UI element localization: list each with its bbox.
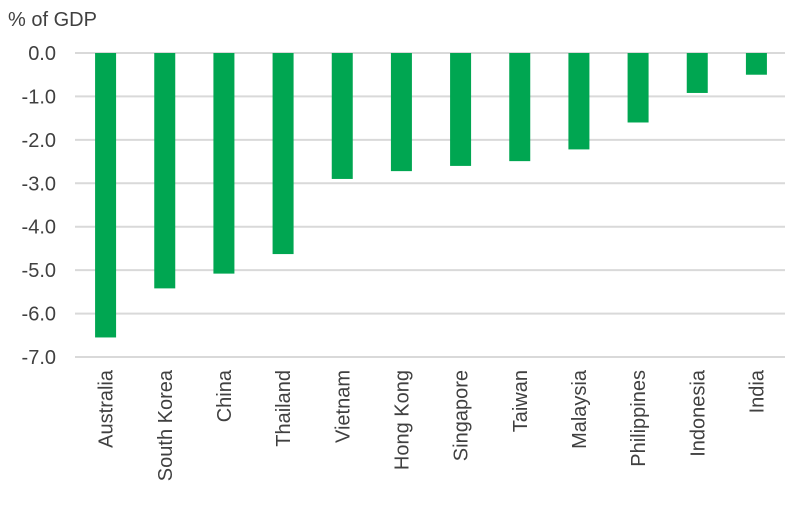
bar-taiwan: [509, 53, 531, 162]
x-category-label: Malaysia: [569, 369, 591, 449]
y-axis-ticks: 0.0 -1.0 -2.0 -3.0 -4.0 -5.0 -6.0 -7.0: [22, 43, 56, 369]
x-category-label: Philippines: [628, 370, 650, 467]
y-tick-label: -6.0: [22, 304, 56, 326]
x-category-label: Australia: [96, 369, 118, 448]
x-category-label: Singapore: [451, 370, 473, 461]
y-tick-label: -1.0: [22, 86, 56, 108]
bar-china: [213, 53, 235, 274]
y-tick-label: -5.0: [22, 260, 56, 282]
bar-vietnam: [331, 53, 353, 179]
y-tick-label: -7.0: [22, 347, 56, 369]
y-tick-label: 0.0: [28, 43, 56, 65]
x-category-label: China: [214, 369, 236, 422]
y-tick-label: -4.0: [22, 217, 56, 239]
bar-australia: [95, 53, 117, 338]
x-category-label: Hong Kong: [391, 370, 413, 470]
bar-indonesia: [686, 53, 708, 93]
bar-south-korea: [154, 53, 176, 289]
bar-malaysia: [568, 53, 590, 150]
x-category-label: India: [746, 369, 768, 413]
bars: [95, 53, 767, 338]
y-axis-label: % of GDP: [8, 9, 97, 31]
x-category-label: Taiwan: [510, 370, 532, 432]
bar-thailand: [272, 53, 294, 255]
bar-india: [745, 53, 767, 75]
x-category-label: Thailand: [273, 370, 295, 447]
x-category-label: Indonesia: [687, 369, 709, 457]
bar-hong-kong: [390, 53, 412, 172]
y-tick-label: -2.0: [22, 130, 56, 152]
x-category-label: South Korea: [155, 369, 177, 481]
x-category-label: Vietnam: [332, 370, 354, 443]
x-axis-categories: Australia South Korea China Thailand Vietnam…: [96, 369, 769, 481]
y-tick-label: -3.0: [22, 173, 56, 195]
gridlines: [75, 52, 785, 358]
bar-singapore: [450, 53, 472, 166]
bar-philippines: [627, 53, 649, 123]
